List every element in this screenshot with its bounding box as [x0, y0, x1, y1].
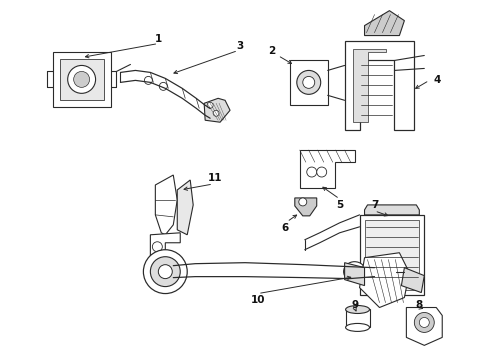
Polygon shape [155, 175, 177, 235]
Text: 11: 11 [208, 173, 222, 183]
Bar [60, 59, 103, 100]
Ellipse shape [345, 323, 369, 332]
Ellipse shape [345, 306, 369, 314]
Circle shape [307, 167, 317, 177]
Circle shape [207, 102, 213, 108]
Ellipse shape [343, 262, 366, 282]
Text: 5: 5 [336, 200, 343, 210]
Polygon shape [360, 215, 424, 294]
Circle shape [299, 198, 307, 206]
Text: 7: 7 [371, 200, 378, 210]
Circle shape [144, 250, 187, 293]
Circle shape [317, 167, 327, 177]
Polygon shape [177, 180, 193, 235]
Circle shape [303, 76, 315, 88]
Text: 9: 9 [351, 300, 358, 310]
Circle shape [74, 71, 90, 87]
Polygon shape [365, 220, 419, 289]
Polygon shape [406, 307, 442, 345]
Polygon shape [365, 11, 404, 36]
Circle shape [150, 257, 180, 287]
Text: 1: 1 [155, 33, 162, 44]
Polygon shape [300, 150, 355, 188]
Circle shape [415, 312, 434, 332]
Circle shape [152, 242, 162, 252]
Bar [53, 53, 111, 107]
Polygon shape [365, 205, 419, 215]
Polygon shape [290, 60, 328, 105]
Circle shape [68, 66, 96, 93]
Polygon shape [374, 264, 396, 282]
Polygon shape [360, 253, 409, 307]
Text: 2: 2 [268, 45, 275, 55]
Circle shape [419, 318, 429, 328]
Polygon shape [344, 41, 415, 130]
Polygon shape [204, 98, 230, 122]
Circle shape [159, 82, 167, 90]
Polygon shape [353, 49, 387, 122]
Text: 3: 3 [236, 41, 244, 50]
Polygon shape [401, 268, 424, 293]
Circle shape [297, 71, 321, 94]
Circle shape [145, 76, 152, 84]
Polygon shape [295, 198, 317, 216]
Text: 10: 10 [251, 294, 265, 305]
Circle shape [213, 110, 219, 116]
Polygon shape [345, 310, 369, 328]
Text: 4: 4 [434, 75, 441, 85]
Polygon shape [150, 233, 180, 257]
Polygon shape [344, 263, 365, 285]
Circle shape [158, 265, 172, 279]
Text: 8: 8 [416, 300, 423, 310]
Text: 6: 6 [281, 223, 289, 233]
